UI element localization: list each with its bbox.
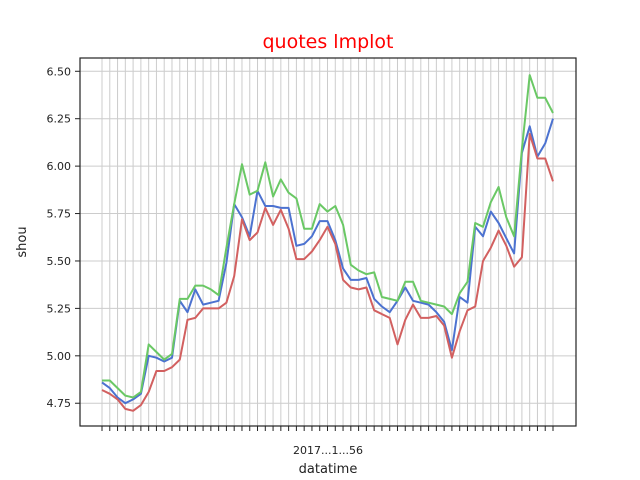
x-axis-ticks <box>101 426 554 431</box>
y-axis-label: shou <box>15 226 30 257</box>
series-line-green <box>102 74 554 399</box>
y-tick-label: 6.00 <box>47 160 72 173</box>
chart-title: quotes lmplot <box>262 31 393 53</box>
y-tick-label: 6.50 <box>47 65 72 78</box>
y-tick-label: 5.75 <box>47 208 72 221</box>
y-tick-label: 4.75 <box>47 397 72 410</box>
series-layer <box>101 74 554 412</box>
series-line-red <box>101 132 554 412</box>
y-axis-ticks: 4.75 5.00 5.25 5.50 5.75 6.00 6.25 6.50 <box>47 65 80 410</box>
x-axis-label: datatime <box>299 462 358 477</box>
y-tick-label: 5.50 <box>47 255 72 268</box>
y-tick-label: 5.25 <box>47 302 72 315</box>
grid <box>80 58 576 426</box>
y-tick-label: 5.00 <box>47 350 72 363</box>
y-tick-label: 6.25 <box>47 113 72 126</box>
x-tick-labels: 2017...1...56 <box>293 444 363 457</box>
